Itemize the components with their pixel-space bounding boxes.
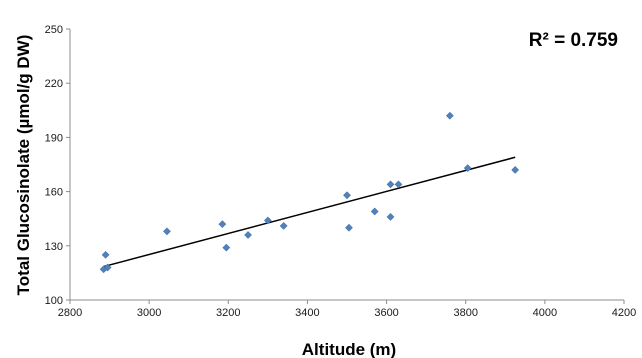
y-tick-label: 160 [45, 187, 63, 199]
y-tick-label: 220 [45, 78, 63, 90]
data-point [162, 227, 171, 236]
tick-labels: 2800 3000 3200 3400 3600 3800 4000 4200 100 130 16… [45, 24, 637, 319]
data-point [463, 164, 472, 173]
r-squared-annotation: R² = 0.759 [529, 30, 618, 51]
y-tick-label: 130 [45, 241, 63, 253]
trendline [103, 156, 516, 268]
data-point [386, 212, 395, 221]
x-tick-label: 3400 [295, 307, 319, 319]
data-point [343, 191, 351, 200]
axes [66, 28, 625, 304]
data-point [244, 231, 253, 239]
x-tick-label: 3000 [137, 307, 161, 319]
x-tick-label: 3800 [453, 307, 477, 319]
y-tick-label: 250 [45, 24, 63, 36]
data-point [101, 250, 110, 259]
y-tick-label: 100 [45, 295, 63, 307]
x-tick-label: 4200 [612, 307, 636, 319]
x-axis-title: Altitude (m) [302, 340, 396, 358]
data-point [222, 243, 231, 252]
x-tick-label: 2800 [58, 307, 82, 319]
x-tick-label: 4000 [533, 307, 557, 319]
data-point [279, 221, 288, 230]
x-tick-label: 3600 [374, 307, 398, 319]
data-point [370, 207, 379, 216]
data-point [345, 223, 353, 232]
data-point [386, 180, 395, 189]
data-point [263, 216, 272, 225]
data-point [394, 180, 403, 189]
data-point [511, 165, 520, 174]
trendline-layer [103, 156, 516, 268]
data-point [445, 111, 454, 120]
data-points [99, 111, 520, 274]
data-point [103, 263, 112, 272]
data-point [218, 220, 227, 229]
x-tick-label: 3200 [216, 307, 240, 319]
y-tick-label: 190 [45, 132, 63, 144]
y-axis-title: Total Glucosinolate (µmol/g DW) [14, 35, 33, 296]
